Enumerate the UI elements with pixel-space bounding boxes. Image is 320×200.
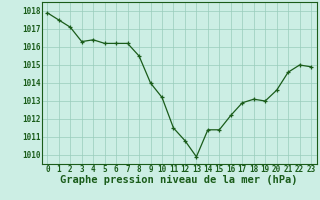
X-axis label: Graphe pression niveau de la mer (hPa): Graphe pression niveau de la mer (hPa) <box>60 175 298 185</box>
